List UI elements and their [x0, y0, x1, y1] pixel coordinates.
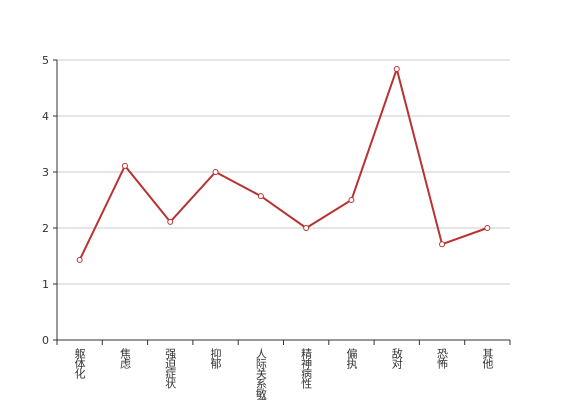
- point: [212, 169, 219, 175]
- line: [78, 65, 488, 261]
- x-tick-label: 抑郁: [209, 347, 222, 369]
- point: [393, 65, 400, 72]
- x-tick-label: 强迫症状: [164, 348, 177, 389]
- x-tick-label: 精神病性: [300, 348, 313, 390]
- point: [303, 225, 310, 231]
- x-tick-label: 偏执: [345, 347, 358, 370]
- x-tick-label: 躯体化: [73, 348, 86, 380]
- y-tick-label: 3: [42, 166, 49, 179]
- x-tick-label: 恐怖: [436, 348, 449, 369]
- x-tick-label: 焦虑: [118, 348, 131, 369]
- point: [257, 193, 264, 200]
- x-tick-label: 其他: [481, 348, 494, 369]
- y-tick-label: 2: [42, 222, 49, 235]
- point: [121, 162, 128, 169]
- y-tick-label: 1: [42, 278, 49, 291]
- y-tick-label: 5: [42, 54, 49, 67]
- point: [76, 256, 83, 263]
- point: [484, 225, 491, 231]
- y-tick-label: 0: [42, 334, 49, 347]
- point: [348, 197, 355, 203]
- x-tick-label: 敌对: [390, 347, 403, 369]
- y-tick-label: 4: [42, 110, 49, 123]
- point: [167, 218, 174, 225]
- x-tick-label: 人际关系敏感: [254, 348, 267, 400]
- point: [439, 241, 446, 248]
